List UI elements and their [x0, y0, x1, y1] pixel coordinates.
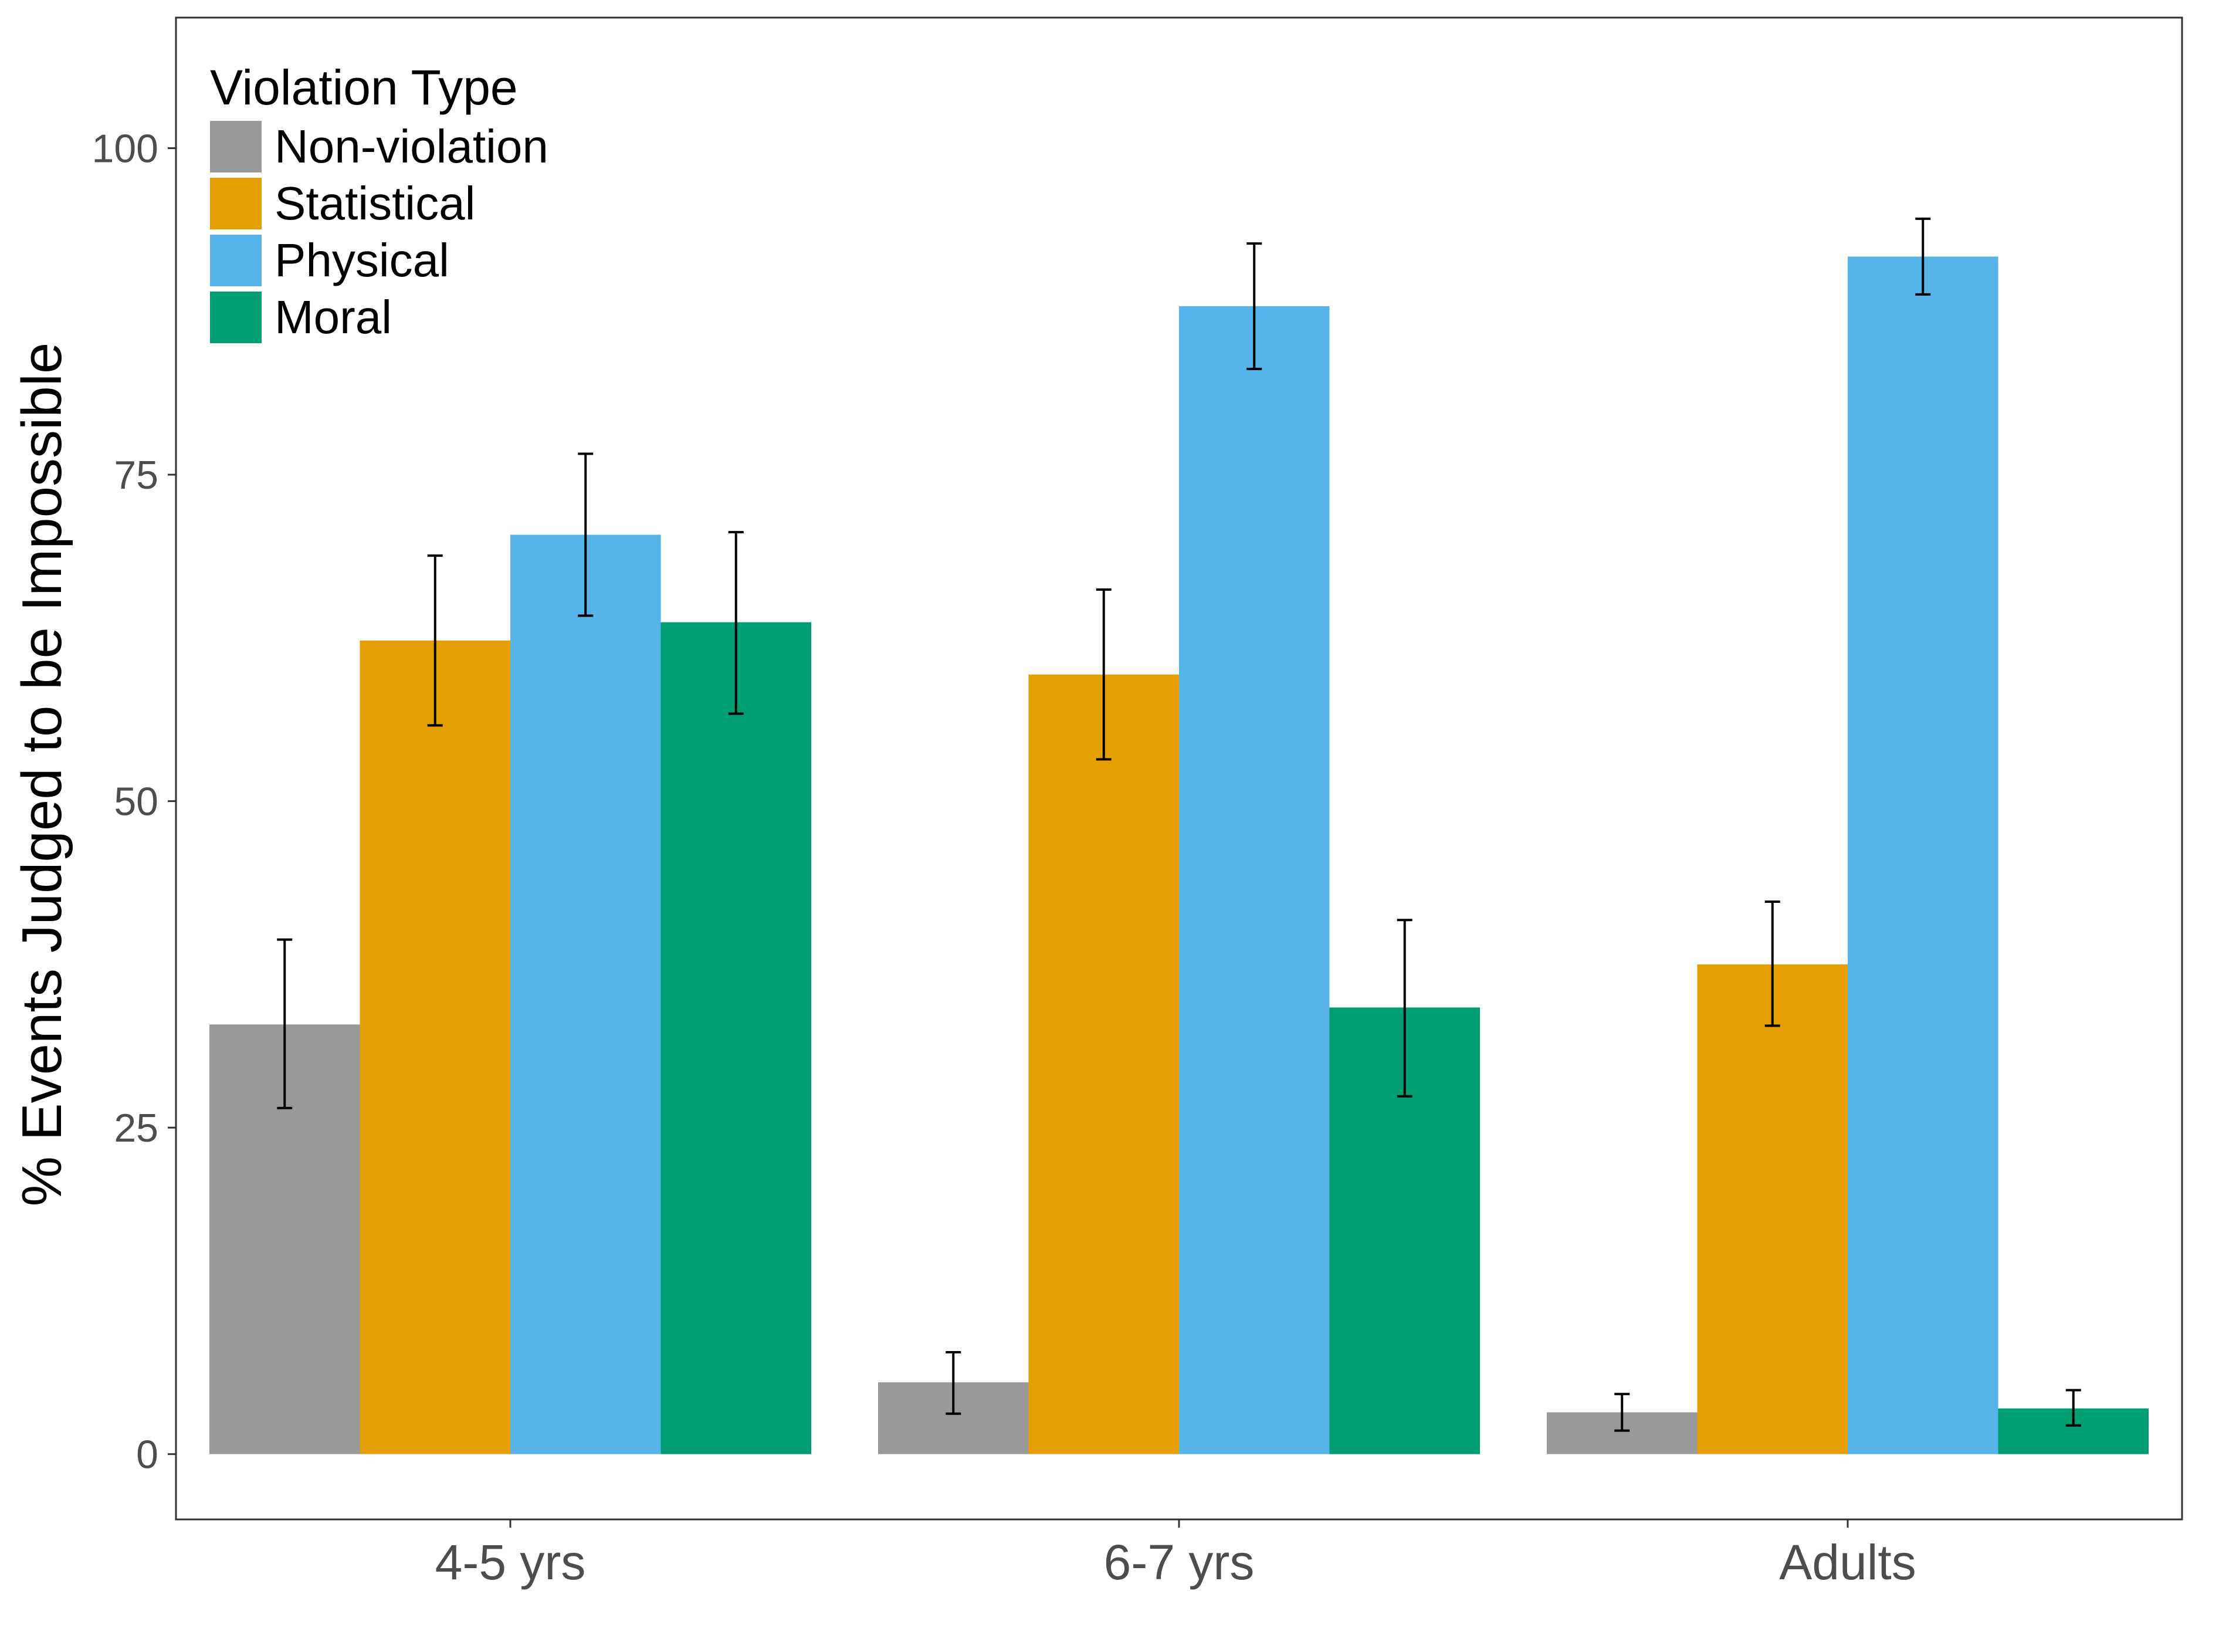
legend-title: Violation Type — [210, 60, 518, 115]
legend-key-physical — [210, 235, 262, 286]
x-tick-label: 4-5 yrs — [435, 1535, 586, 1590]
bar-adults-physical — [1848, 256, 1998, 1454]
legend: Violation Type Non-violationStatisticalP… — [210, 60, 548, 343]
bar-6-7-yrs-physical — [1179, 306, 1330, 1454]
legend-label-physical: Physical — [275, 234, 449, 286]
y-tick-label: 50 — [114, 780, 158, 824]
legend-label-statistical: Statistical — [275, 177, 475, 229]
y-tick-label: 75 — [114, 453, 158, 497]
error-bar-adults-physical — [1915, 217, 1931, 296]
bars-layer — [209, 256, 2149, 1454]
x-axis: 4-5 yrs 6-7 yrs Adults — [435, 1519, 1916, 1590]
error-bar-adults-moral — [2065, 1389, 2081, 1427]
legend-label-non-violation: Non-violation — [275, 120, 548, 172]
bar-4-5-yrs-moral — [660, 622, 811, 1454]
error-bar-6-7-yrs-statistical — [1096, 588, 1112, 761]
bar-adults-statistical — [1697, 964, 1848, 1454]
error-bar-6-7-yrs-physical — [1246, 242, 1262, 370]
y-tick-label: 0 — [136, 1433, 158, 1477]
error-bar-4-5-yrs-physical — [578, 452, 594, 617]
y-tick-label: 25 — [114, 1106, 158, 1150]
legend-key-statistical — [210, 178, 262, 229]
error-bar-4-5-yrs-statistical — [427, 554, 443, 727]
error-bar-6-7-yrs-non-violation — [946, 1351, 961, 1415]
legend-label-moral: Moral — [275, 291, 392, 343]
bar-6-7-yrs-statistical — [1028, 674, 1179, 1454]
y-axis-label: % Events Judged to be Impossible — [11, 343, 73, 1207]
error-bar-6-7-yrs-moral — [1397, 919, 1412, 1098]
x-tick-label: 6-7 yrs — [1104, 1535, 1255, 1590]
legend-key-moral — [210, 292, 262, 343]
legend-key-non-violation — [210, 121, 262, 172]
error-bar-adults-non-violation — [1614, 1393, 1630, 1432]
y-tick-label: 100 — [92, 127, 158, 171]
y-axis: 0 25 50 75 100 — [92, 127, 176, 1477]
error-bar-adults-statistical — [1764, 901, 1780, 1027]
x-tick-label: Adults — [1779, 1535, 1916, 1590]
error-bars-layer — [277, 217, 2081, 1432]
bar-4-5-yrs-statistical — [360, 640, 510, 1454]
error-bar-4-5-yrs-non-violation — [277, 938, 293, 1109]
bar-4-5-yrs-physical — [510, 534, 661, 1454]
error-bar-4-5-yrs-moral — [728, 531, 744, 715]
